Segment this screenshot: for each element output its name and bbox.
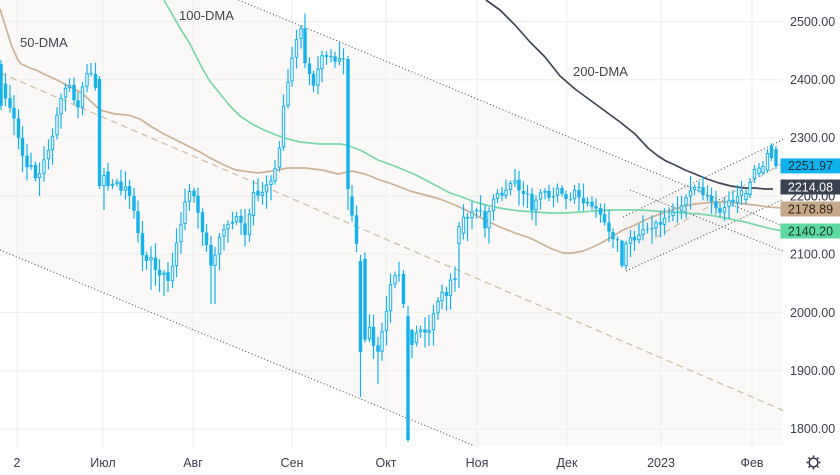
svg-text:Сен: Сен bbox=[281, 456, 304, 470]
svg-text:2178.89: 2178.89 bbox=[788, 202, 833, 216]
svg-text:Окт: Окт bbox=[375, 456, 396, 470]
svg-text:50-DMA: 50-DMA bbox=[20, 35, 68, 50]
svg-text:2: 2 bbox=[14, 456, 21, 470]
svg-text:Ноя: Ноя bbox=[466, 456, 489, 470]
svg-text:2140.20: 2140.20 bbox=[788, 224, 833, 238]
svg-text:2300.00: 2300.00 bbox=[790, 131, 835, 145]
svg-text:Авг: Авг bbox=[183, 456, 203, 470]
svg-text:2023: 2023 bbox=[647, 456, 675, 470]
svg-text:2100.00: 2100.00 bbox=[790, 248, 835, 262]
svg-text:2000.00: 2000.00 bbox=[790, 306, 835, 320]
svg-text:Фев: Фев bbox=[740, 456, 763, 470]
svg-text:2251.97: 2251.97 bbox=[788, 159, 833, 173]
svg-text:Июл: Июл bbox=[90, 456, 115, 470]
svg-text:2214.08: 2214.08 bbox=[788, 180, 833, 194]
svg-text:1900.00: 1900.00 bbox=[790, 364, 835, 378]
svg-text:200-DMA: 200-DMA bbox=[573, 64, 628, 79]
svg-text:1800.00: 1800.00 bbox=[790, 422, 835, 436]
svg-text:2400.00: 2400.00 bbox=[790, 73, 835, 87]
svg-text:100-DMA: 100-DMA bbox=[179, 8, 234, 23]
svg-text:2500.00: 2500.00 bbox=[790, 15, 835, 29]
svg-text:Дек: Дек bbox=[557, 456, 578, 470]
